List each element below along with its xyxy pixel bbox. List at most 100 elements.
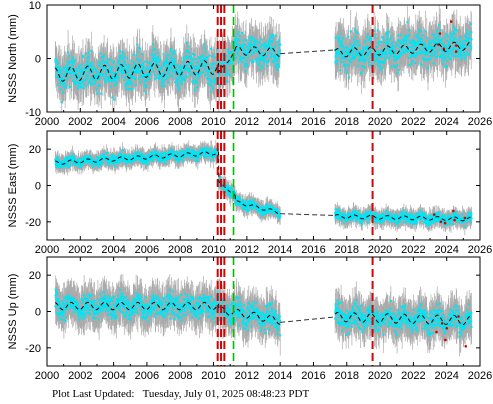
north-data-point: [246, 54, 249, 56]
north-data-point: [267, 60, 270, 63]
north-data-point: [231, 50, 233, 53]
north-data-point: [361, 59, 364, 61]
north-data-point: [454, 55, 457, 58]
north-data-point: [139, 47, 142, 50]
north-data-point: [432, 48, 434, 51]
north-data-point: [430, 41, 433, 44]
north-data-point: [143, 69, 146, 72]
north-data-point: [158, 76, 161, 79]
north-data-point: [165, 77, 168, 80]
north-data-point: [191, 63, 194, 66]
north-data-point: [183, 63, 186, 66]
north-data-point: [464, 54, 467, 57]
north-data-point: [376, 64, 379, 67]
north-data-point: [366, 33, 369, 36]
north-data-point: [79, 86, 82, 89]
north-data-point: [134, 78, 137, 81]
north-data-point: [69, 69, 72, 71]
north-data-point: [143, 73, 146, 76]
north-data-point: [250, 36, 253, 39]
north-data-point: [65, 64, 68, 67]
north-data-point: [160, 75, 163, 78]
north-data-point: [62, 83, 65, 85]
north-data-point: [426, 59, 429, 62]
north-data-point: [417, 33, 419, 36]
north-data-point: [252, 50, 255, 53]
north-data-point: [404, 48, 407, 51]
north-data-point: [56, 66, 59, 69]
north-data-point: [391, 51, 394, 54]
north-data-point: [436, 55, 439, 58]
north-data-point: [196, 68, 199, 70]
north-data-point: [203, 64, 206, 67]
north-data-point: [226, 72, 229, 74]
north-data-point: [106, 59, 109, 62]
north-data-point: [95, 69, 98, 72]
north-data-point: [195, 60, 198, 63]
north-data-point: [268, 43, 270, 46]
north-data-point: [192, 59, 195, 62]
north-data-point: [363, 66, 366, 69]
north-data-point: [387, 41, 390, 44]
north-data-point: [186, 57, 189, 60]
north-data-point: [251, 60, 253, 63]
north-data-point: [214, 62, 216, 65]
north-data-point: [118, 68, 121, 71]
north-data-point: [464, 57, 466, 60]
north-data-point: [242, 51, 244, 54]
north-data-point: [229, 58, 232, 61]
north-data-point: [233, 45, 236, 48]
north-data-point: [143, 83, 146, 86]
north-data-point: [182, 78, 184, 81]
north-data-point: [158, 68, 161, 71]
north-data-point: [93, 82, 96, 85]
north-data-point: [210, 64, 213, 66]
north-data-point: [465, 51, 468, 54]
north-data-point: [179, 67, 182, 70]
north-data-point: [404, 38, 407, 41]
north-data-point: [446, 35, 449, 38]
north-data-point: [340, 43, 343, 46]
north-data-point: [459, 35, 462, 38]
north-data-point: [139, 71, 142, 74]
north-data-point: [260, 44, 263, 47]
north-fit-curve: [218, 49, 236, 74]
north-data-point: [413, 41, 416, 43]
north-data-point: [149, 68, 152, 71]
north-data-point: [445, 51, 447, 54]
north-data-point: [228, 63, 231, 66]
north-data-point: [270, 35, 273, 38]
north-data-point: [174, 72, 177, 75]
north-data-point: [362, 65, 365, 68]
north-data-point: [430, 53, 433, 56]
north-data-point: [195, 66, 198, 69]
north-data-point: [209, 66, 212, 69]
north-data-point: [99, 77, 102, 79]
north-data-point: [337, 51, 340, 54]
north-data-point: [244, 70, 247, 73]
north-x-tick-label: 2000: [35, 116, 59, 128]
north-data-point: [278, 51, 281, 54]
north-data-point: [194, 88, 197, 91]
north-data-point: [377, 40, 380, 43]
north-data-point: [109, 58, 112, 61]
north-data-point: [198, 67, 201, 70]
north-data-point: [98, 64, 101, 67]
north-data-point: [268, 42, 271, 45]
north-data-point: [435, 32, 438, 35]
north-data-point: [463, 51, 465, 54]
north-data-point: [137, 71, 140, 74]
north-data-point: [132, 53, 135, 56]
north-data-point: [461, 50, 464, 53]
north-data-point: [410, 62, 413, 65]
north-data-point: [126, 65, 129, 68]
north-data-point: [431, 49, 434, 52]
north-data-point: [197, 57, 200, 59]
north-data-point: [156, 57, 159, 60]
north-data-point: [181, 65, 184, 68]
north-data-point: [108, 71, 111, 74]
north-data-point: [146, 61, 149, 63]
north-data-point: [169, 62, 172, 65]
north-data-point: [121, 51, 124, 53]
north-data-point: [377, 61, 380, 64]
